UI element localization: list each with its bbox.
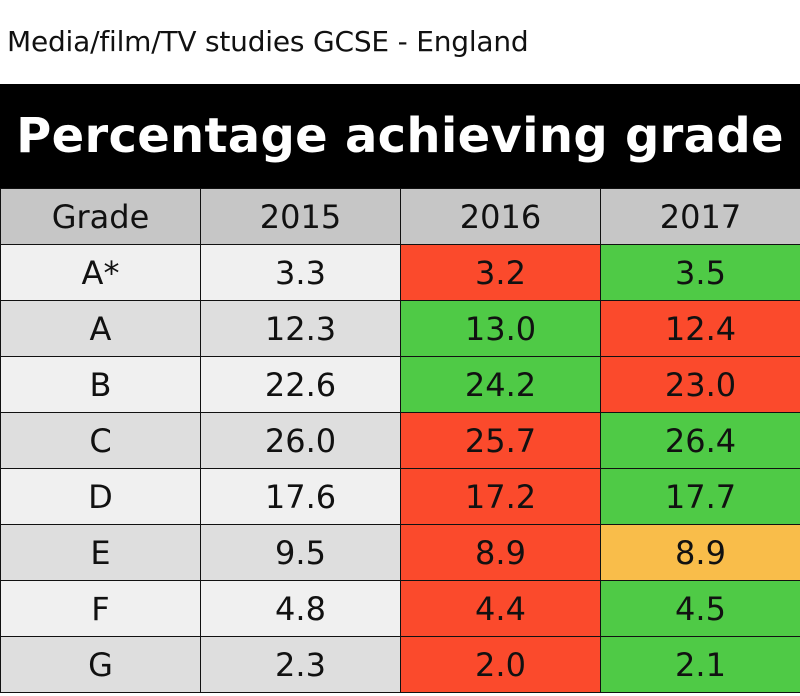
- value-cell-2017: 17.7: [600, 468, 800, 525]
- grade-cell: F: [0, 580, 201, 637]
- grade-cell: A: [0, 300, 201, 357]
- value-cell-2015: 26.0: [200, 412, 401, 469]
- grade-cell: B: [0, 356, 201, 413]
- table-row: A 12.3 13.0 12.4: [0, 300, 800, 357]
- value-cell-2017: 12.4: [600, 300, 800, 357]
- grade-cell: D: [0, 468, 201, 525]
- value-cell-2015: 22.6: [200, 356, 401, 413]
- table-row: D 17.6 17.2 17.7: [0, 468, 800, 525]
- value-cell-2017: 23.0: [600, 356, 800, 413]
- value-cell-2016: 24.2: [400, 356, 601, 413]
- table-title: Percentage achieving grade: [16, 108, 784, 164]
- grade-cell: G: [0, 636, 201, 693]
- table-row: B 22.6 24.2 23.0: [0, 356, 800, 413]
- column-header-2016: 2016: [400, 188, 601, 245]
- value-cell-2015: 2.3: [200, 636, 401, 693]
- value-cell-2016: 17.2: [400, 468, 601, 525]
- page-title: Media/film/TV studies GCSE - England: [7, 25, 529, 58]
- table-row: F 4.8 4.4 4.5: [0, 580, 800, 637]
- value-cell-2015: 12.3: [200, 300, 401, 357]
- column-header-2017: 2017: [600, 188, 800, 245]
- value-cell-2016: 2.0: [400, 636, 601, 693]
- value-cell-2017: 8.9: [600, 524, 800, 581]
- value-cell-2016: 4.4: [400, 580, 601, 637]
- grade-cell: E: [0, 524, 201, 581]
- table-row: C 26.0 25.7 26.4: [0, 412, 800, 469]
- table-row: G 2.3 2.0 2.1: [0, 636, 800, 693]
- grade-cell: C: [0, 412, 201, 469]
- value-cell-2015: 4.8: [200, 580, 401, 637]
- value-cell-2017: 3.5: [600, 244, 800, 301]
- value-cell-2016: 8.9: [400, 524, 601, 581]
- value-cell-2015: 9.5: [200, 524, 401, 581]
- grade-table: Grade 2015 2016 2017 A* 3.3 3.2 3.5 A 12.3 13.…: [0, 188, 800, 693]
- value-cell-2017: 4.5: [600, 580, 800, 637]
- column-header-grade: Grade: [0, 188, 201, 245]
- value-cell-2015: 3.3: [200, 244, 401, 301]
- grade-cell: A*: [0, 244, 201, 301]
- value-cell-2015: 17.6: [200, 468, 401, 525]
- table-body: A* 3.3 3.2 3.5 A 12.3 13.0 12.4 B 22.6 24.2 23.0 C 26…: [0, 244, 800, 693]
- table-row: E 9.5 8.9 8.9: [0, 524, 800, 581]
- value-cell-2017: 2.1: [600, 636, 800, 693]
- table-row: A* 3.3 3.2 3.5: [0, 244, 800, 301]
- value-cell-2017: 26.4: [600, 412, 800, 469]
- table-title-banner: Percentage achieving grade: [0, 84, 800, 188]
- value-cell-2016: 3.2: [400, 244, 601, 301]
- value-cell-2016: 13.0: [400, 300, 601, 357]
- value-cell-2016: 25.7: [400, 412, 601, 469]
- column-header-2015: 2015: [200, 188, 401, 245]
- header-row: Grade 2015 2016 2017: [0, 188, 800, 245]
